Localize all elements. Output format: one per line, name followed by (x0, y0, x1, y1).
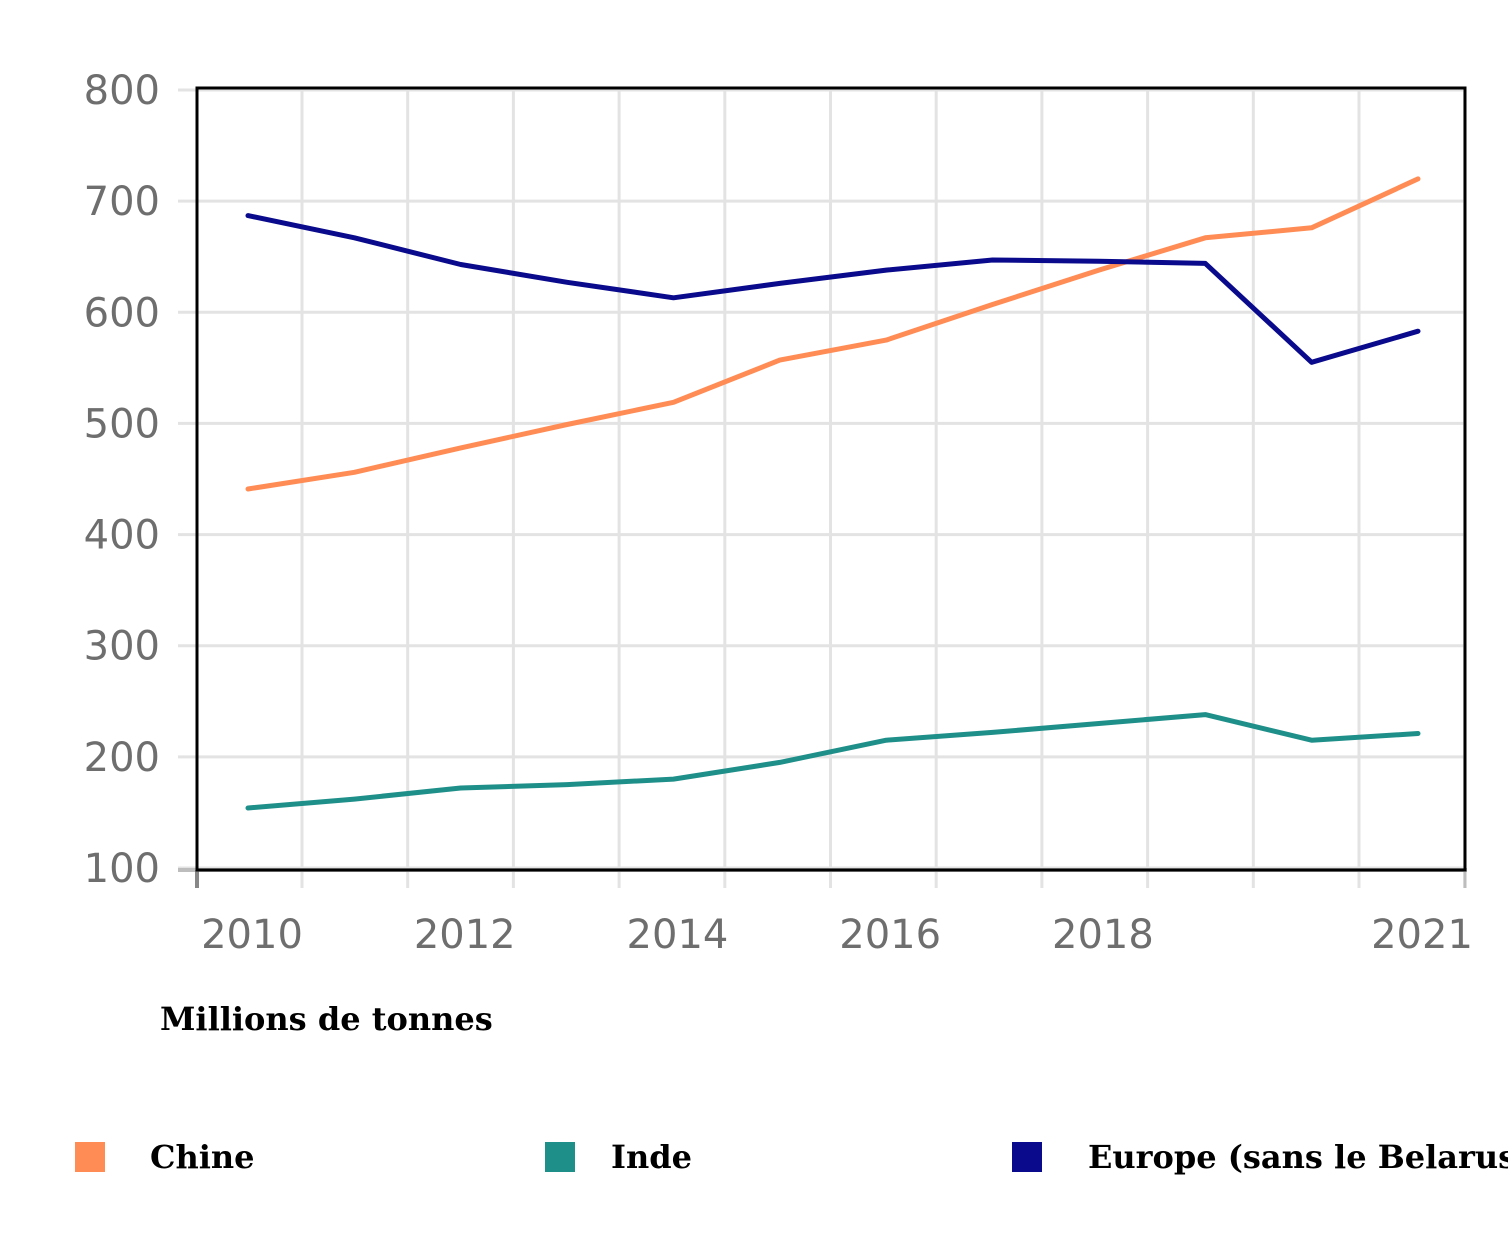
y-axis-unit-label: Millions de tonnes (160, 1000, 493, 1038)
y-tick-label: 400 (84, 513, 160, 559)
y-tick-label: 200 (84, 735, 160, 781)
y-tick-label: 500 (84, 401, 160, 447)
x-tick-label: 2021 (1371, 912, 1473, 958)
legend-item-chine: Chine (75, 1138, 255, 1176)
legend-item-europe: Europe (sans le Belarus) (1012, 1138, 1508, 1176)
legend-label-inde: Inde (611, 1138, 692, 1176)
legend-swatch-inde (545, 1142, 575, 1172)
series-lines (245, 176, 1421, 811)
x-tick-label: 2016 (839, 912, 941, 958)
y-tick-label: 100 (84, 846, 160, 892)
y-axis-tick-labels: 800 700 600 500 400 300 200 100 (84, 68, 160, 892)
x-tick-label: 2014 (627, 912, 729, 958)
legend-label-chine: Chine (150, 1138, 255, 1176)
y-tick-label: 600 (84, 290, 160, 336)
x-tick-label: 2010 (201, 912, 303, 958)
series-line-chine (245, 176, 1421, 492)
x-axis-tick-labels: 2010 2012 2014 2016 2018 2021 (201, 912, 1473, 958)
x-tick-label: 2018 (1052, 912, 1154, 958)
y-tick-label: 700 (84, 179, 160, 225)
y-tick-label: 800 (84, 68, 160, 114)
series-line-inde (245, 712, 1421, 811)
series-line-europe-sans-le-belarus (245, 213, 1421, 365)
axes (178, 868, 1467, 888)
y-tick-label: 300 (84, 624, 160, 670)
legend-swatch-chine (75, 1142, 105, 1172)
grid (178, 88, 1467, 888)
legend-swatch-europe (1012, 1142, 1042, 1172)
legend-item-inde: Inde (545, 1138, 692, 1176)
x-tick-label: 2012 (414, 912, 516, 958)
plot-frame (195, 86, 1467, 872)
legend-label-europe: Europe (sans le Belarus) (1088, 1138, 1508, 1176)
